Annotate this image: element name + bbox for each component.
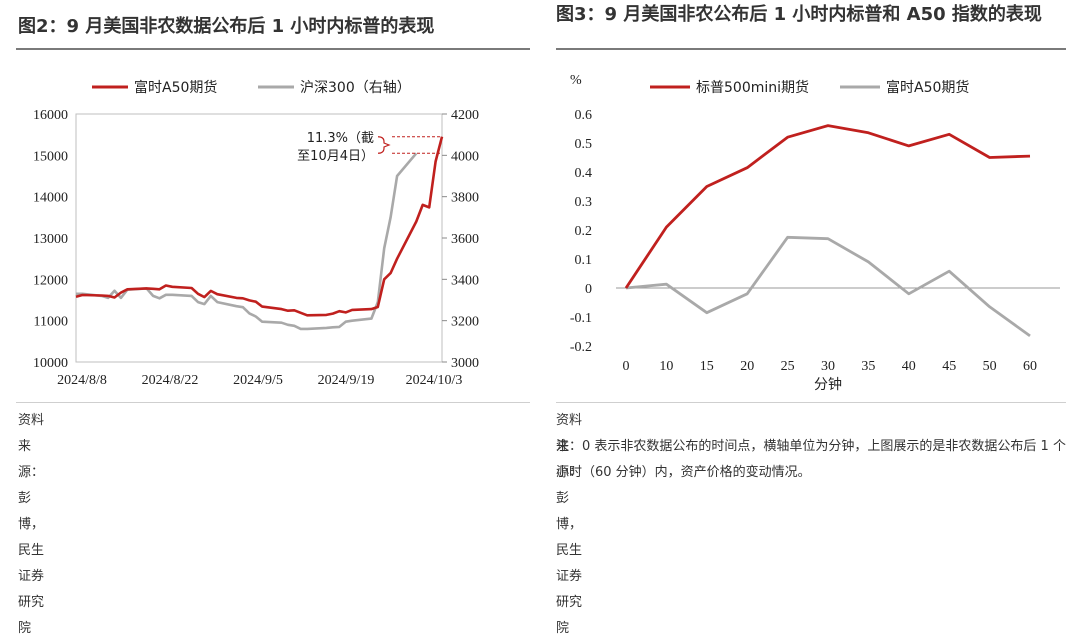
left-axes: 10000 11000 12000 13000 14000 15000 16000 3000 3… (33, 108, 479, 388)
right-series-line-1 (625, 235, 1031, 338)
right-y-tick-label: 0.6 (575, 108, 593, 123)
right-figure-title: 图3：9 月美国非农公布后 1 小时内标普和 A50 指数的表现 (556, 4, 1042, 25)
right-y-axis-label: % (570, 73, 582, 88)
left-source: 资料来源：彭博，民生证券研究院 (18, 413, 45, 636)
right-x-tick-label: 45 (942, 359, 956, 374)
left-legend: 富时A50期货 沪深300（右轴） (92, 79, 411, 96)
right-legend: 标普500mini期货 富时A50期货 (650, 79, 969, 96)
left-x-tick-label: 2024/8/22 (142, 373, 199, 388)
right-y-tick-label: 0.3 (575, 195, 593, 210)
right-x-tick-label: 10 (659, 359, 673, 374)
left-y-tick-label: 13000 (33, 232, 68, 247)
left-right-tick-label: 4000 (451, 149, 479, 164)
left-right-tick-label: 4200 (451, 108, 479, 123)
left-right-tick-label: 3600 (451, 232, 479, 247)
right-y-tick-label: -0.1 (570, 311, 592, 326)
right-x-tick-label: 35 (861, 359, 875, 374)
right-y-tick-label: 0.4 (575, 166, 593, 181)
right-x-tick-label: 60 (1023, 359, 1037, 374)
right-x-tick-label: 30 (821, 359, 835, 374)
left-figure-title: 图2：9 月美国非农数据公布后 1 小时内标普的表现 (18, 16, 435, 37)
left-y-tick-label: 14000 (33, 191, 68, 206)
left-chart: 富时A50期货 沪深300（右轴） 10000 11000 12000 13000 140… (33, 79, 479, 388)
left-y-tick-label: 15000 (33, 149, 68, 164)
left-annotation-text: 11.3%（截 (307, 131, 374, 146)
right-series-line-0 (624, 124, 1031, 289)
right-x-axis-label: 分钟 (814, 376, 842, 393)
left-x-tick-label: 2024/8/8 (57, 373, 107, 388)
right-legend-label: 富时A50期货 (886, 79, 969, 96)
left-y-tick-label: 11000 (34, 315, 68, 330)
left-source-rule (16, 402, 530, 403)
left-series-line-1 (76, 152, 418, 331)
left-title-rule (16, 48, 530, 50)
right-title-rule (556, 48, 1066, 50)
right-x-tick-label: 0 (623, 359, 630, 374)
left-right-tick-label: 3000 (451, 356, 479, 371)
right-note: 注：0 表示非农数据公布的时间点，横轴单位为分钟，上图展示的是非农数据公布后 1… (556, 439, 1066, 480)
right-y-tick-label: 0 (585, 282, 592, 297)
right-axes: % -0.2 -0.1 0 0.1 0.2 0.3 0.4 0.5 0.6 0 10 15 20 25 30 3… (570, 73, 1060, 393)
left-right-tick-label: 3800 (451, 191, 479, 206)
right-x-tick-label: 50 (983, 359, 997, 374)
left-x-tick-label: 2024/9/5 (233, 373, 283, 388)
right-y-tick-label: 0.5 (575, 137, 593, 152)
right-y-tick-label: 0.2 (575, 224, 593, 239)
right-y-tick-label: -0.2 (570, 340, 592, 355)
left-y-tick-label: 16000 (33, 108, 68, 123)
left-right-tick-label: 3200 (451, 315, 479, 330)
right-x-tick-label: 20 (740, 359, 754, 374)
left-series-group (75, 136, 444, 331)
right-chart: 标普500mini期货 富时A50期货 % -0.2 -0.1 0 0.1 0.2 0.3 0.… (570, 73, 1060, 393)
left-y-tick-label: 10000 (33, 356, 68, 371)
right-legend-label: 标普500mini期货 (696, 79, 809, 96)
left-x-tick-label: 2024/9/19 (318, 373, 375, 388)
left-x-tick-label: 2024/10/3 (406, 373, 463, 388)
left-annotation-text: 至10月4日） (297, 149, 374, 164)
right-series-group (624, 124, 1031, 338)
right-x-tick-label: 25 (781, 359, 795, 374)
left-y-tick-label: 12000 (33, 273, 68, 288)
right-y-tick-label: 0.1 (575, 253, 593, 268)
left-series-line-0 (75, 136, 444, 317)
right-source-rule (556, 402, 1066, 403)
right-x-tick-label: 15 (700, 359, 714, 374)
left-annotation-bracket (377, 136, 391, 154)
left-legend-label: 富时A50期货 (134, 79, 217, 96)
right-x-tick-label: 40 (902, 359, 916, 374)
left-right-tick-label: 3400 (451, 273, 479, 288)
left-legend-label: 沪深300（右轴） (300, 80, 411, 96)
